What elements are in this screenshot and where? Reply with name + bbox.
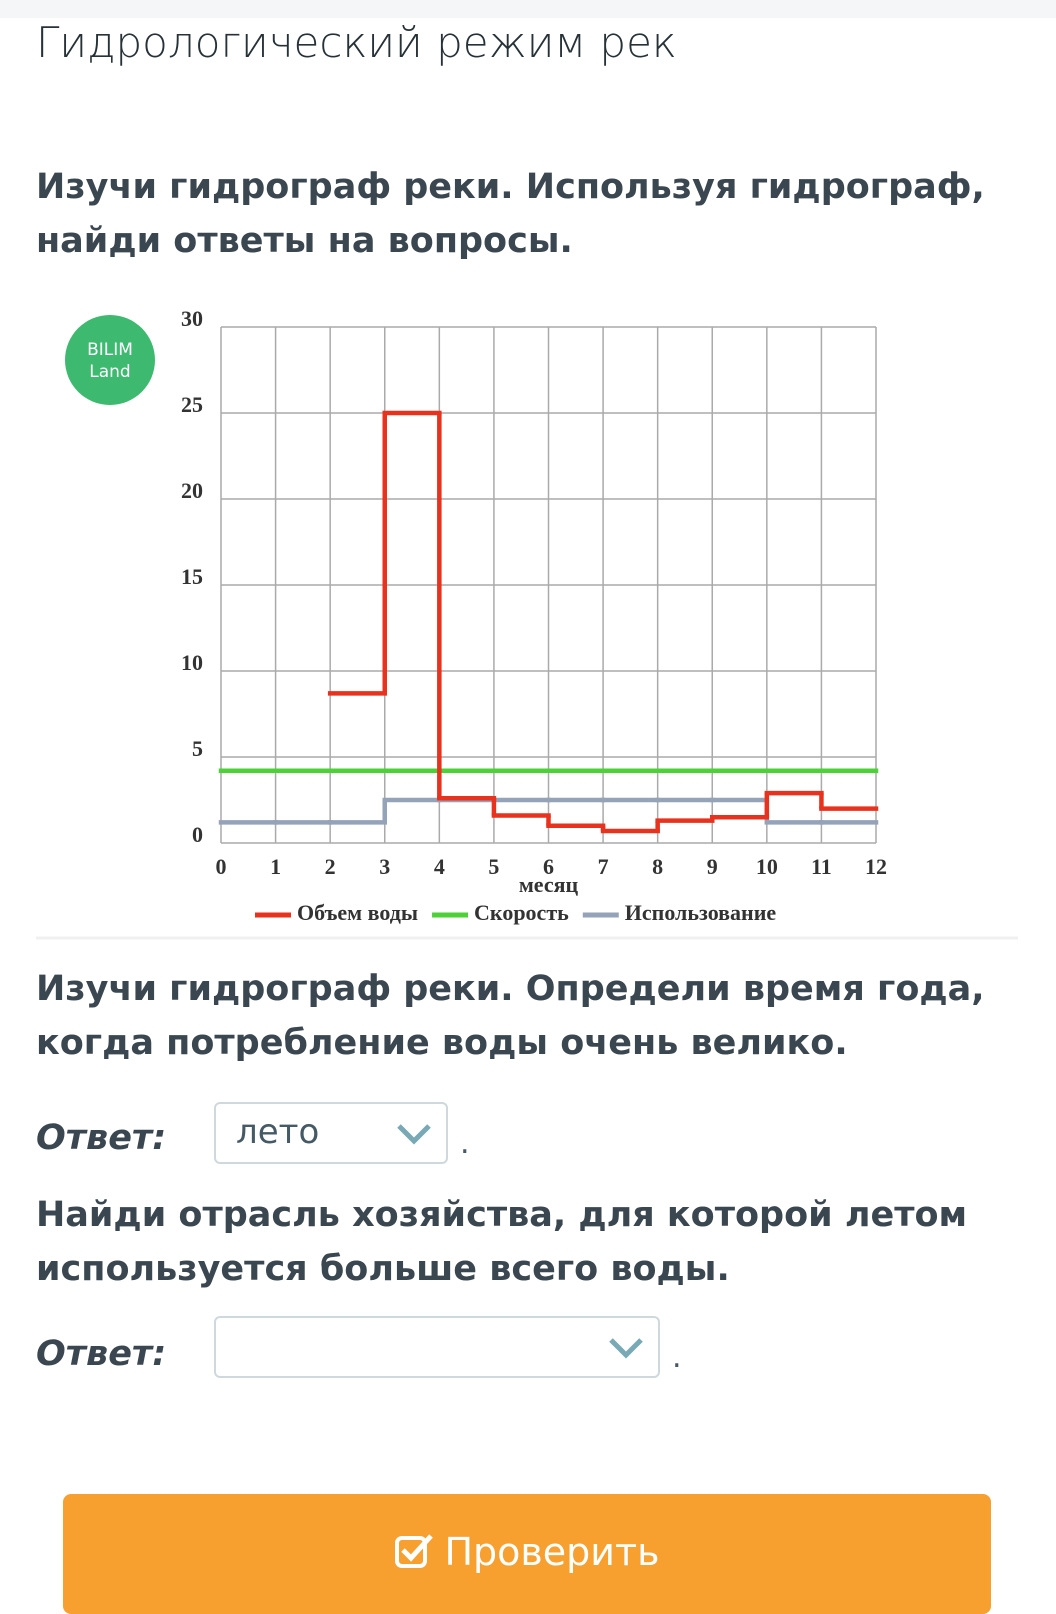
answer-select[interactable]	[214, 1316, 660, 1378]
logo-text: BILIM	[87, 340, 133, 360]
x-tick-label: 6	[543, 854, 554, 879]
chevron	[609, 1338, 643, 1359]
question: Найди отрасль хозяйства, для которой лет…	[36, 1195, 968, 1289]
x-tick-label: 4	[434, 854, 445, 879]
y-tick-label: 30	[181, 306, 203, 331]
legend-label: Использование	[625, 900, 777, 925]
button-label: Проверить	[444, 1530, 660, 1574]
question: Изучи гидрограф реки. Определи время год…	[36, 969, 985, 1063]
x-tick-label: 3	[379, 854, 390, 879]
y-tick-label: 0	[192, 822, 203, 847]
page-title: Гидрологический режим рек	[36, 18, 677, 67]
y-tick-label: 10	[181, 650, 203, 675]
check-button[interactable]: Проверить	[63, 1494, 991, 1614]
y-tick-label: 5	[192, 736, 203, 761]
logo	[65, 315, 155, 405]
x-tick-label: 0	[216, 854, 227, 879]
answer-select[interactable]: лето	[214, 1102, 448, 1164]
x-tick-label: 1	[270, 854, 281, 879]
x-tick-label: 7	[598, 854, 609, 879]
chart-bg	[36, 290, 1020, 940]
legend-label: Скорость	[474, 900, 569, 925]
x-tick-label: 11	[811, 854, 832, 879]
y-tick-label: 15	[181, 564, 203, 589]
x-tick-label: 10	[756, 854, 778, 879]
answer-label: Ответ:	[36, 1334, 167, 1374]
y-tick-label: 20	[181, 478, 203, 503]
y-tick-label: 25	[181, 392, 203, 417]
x-tick-label: 9	[707, 854, 718, 879]
select-value: лето	[236, 1112, 320, 1152]
punct: .	[672, 1340, 682, 1375]
answer-label: Ответ:	[36, 1118, 167, 1158]
x-tick-label: 5	[488, 854, 499, 879]
x-tick-label: 2	[325, 854, 336, 879]
chevron	[397, 1124, 431, 1145]
top-bar	[0, 0, 1056, 18]
punct: .	[460, 1126, 470, 1161]
instruction: Изучи гидрограф реки. Используя гидрогра…	[36, 167, 985, 261]
legend-label: Объем воды	[297, 900, 418, 925]
check-icon	[395, 1534, 434, 1568]
x-tick-label: 8	[652, 854, 663, 879]
x-axis-label: месяц	[519, 872, 579, 897]
logo-text: Land	[89, 362, 130, 382]
x-tick-label: 12	[865, 854, 887, 879]
